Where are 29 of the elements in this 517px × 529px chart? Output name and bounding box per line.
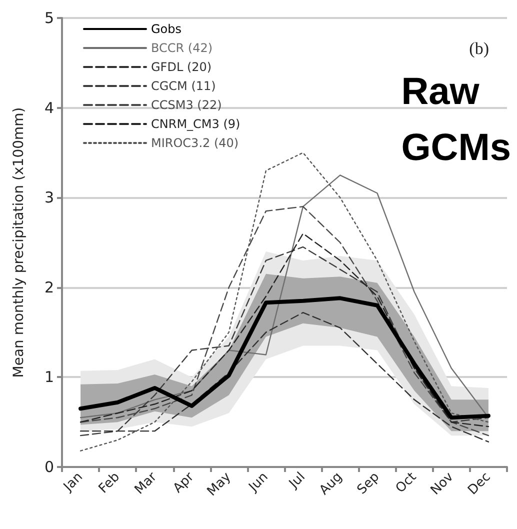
x-tick-label: Jul — [286, 470, 308, 492]
x-tick-label: Nov — [428, 469, 457, 498]
y-tick-label: 0 — [44, 458, 54, 476]
x-tick-label: Feb — [96, 470, 123, 497]
y-tick-label: 3 — [44, 188, 54, 207]
x-tick-label: Apr — [170, 469, 198, 496]
y-tick-label: 1 — [44, 368, 54, 386]
line-series — [80, 174, 490, 418]
annotation: (b) — [469, 39, 490, 58]
y-tick-label: 5 — [44, 9, 54, 27]
x-tick-label: Sep — [354, 470, 383, 498]
text: CCSM3 (22) — [151, 98, 222, 112]
annotation: Raw GCMs — [401, 71, 512, 169]
x-tick-label: Jan — [60, 470, 86, 496]
text: BCCR (42) — [151, 41, 213, 55]
x-tick-label: Jun — [246, 470, 272, 496]
x-tick-label: Mar — [132, 469, 160, 498]
text: MIROC3.2 (40) — [151, 136, 239, 150]
y-axis-title: Mean monthly precipitation (x100mm) — [11, 107, 27, 378]
text: Gobs — [151, 22, 182, 36]
text: GFDL (20) — [151, 60, 212, 74]
text: CGCM (11) — [151, 79, 216, 93]
x-tick-label: Oct — [393, 470, 420, 496]
line-series — [80, 206, 490, 436]
y-tick-label: 4 — [44, 98, 54, 117]
text: CNRM_CM3 (9) — [151, 117, 240, 131]
y-tick-label: 2 — [44, 278, 54, 296]
x-tick-label: Dec — [465, 470, 494, 498]
line-series — [78, 296, 490, 420]
